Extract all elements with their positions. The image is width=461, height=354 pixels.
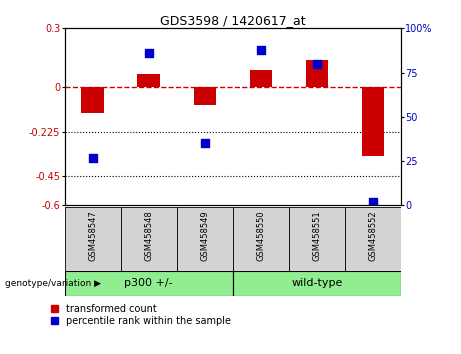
Point [313,61,321,67]
Bar [65,271,233,296]
Bar [345,207,401,271]
Bar [362,87,384,156]
Text: GSM458551: GSM458551 [313,210,321,261]
Text: GSM458550: GSM458550 [256,210,266,261]
Bar [177,207,233,271]
Text: GSM458548: GSM458548 [144,210,153,261]
Bar [194,87,216,105]
Title: GDS3598 / 1420617_at: GDS3598 / 1420617_at [160,14,306,27]
Point [145,50,152,56]
Bar [65,207,121,271]
Bar [121,207,177,271]
Bar [82,87,104,113]
Bar [306,60,328,87]
Text: GSM458549: GSM458549 [200,210,209,261]
Bar [289,207,345,271]
Point [89,155,96,160]
Point [257,47,265,52]
Legend: transformed count, percentile rank within the sample: transformed count, percentile rank withi… [51,304,230,326]
Text: genotype/variation ▶: genotype/variation ▶ [5,279,100,288]
Point [201,141,208,146]
Text: p300 +/-: p300 +/- [124,278,173,288]
Bar [233,271,401,296]
Bar [250,70,272,87]
Text: wild-type: wild-type [291,278,343,288]
Bar [233,207,289,271]
Text: GSM458552: GSM458552 [368,210,378,261]
Text: GSM458547: GSM458547 [88,210,97,261]
Point [369,199,377,205]
Bar [137,74,160,87]
